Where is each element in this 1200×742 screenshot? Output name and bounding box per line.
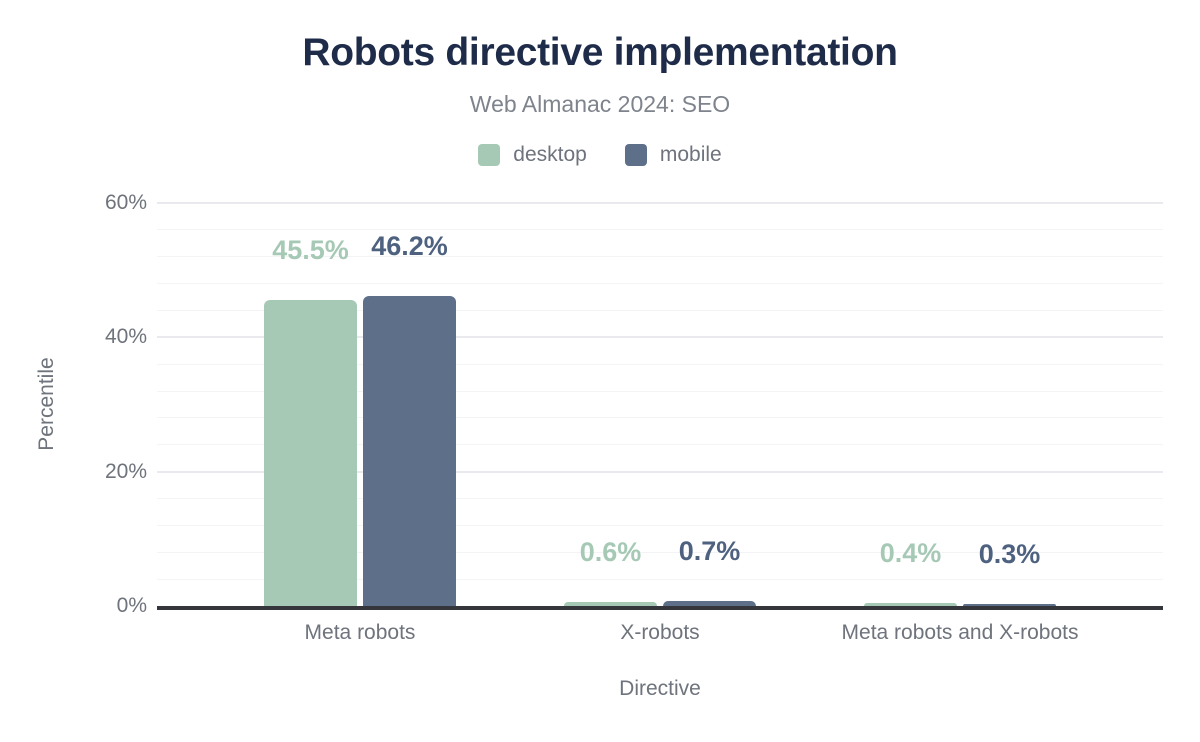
value-label-desktop-meta-robots: 45.5% [272,235,349,266]
bar-mobile-meta-robots-and-x-robots[interactable] [963,603,1056,606]
x-tick-label-meta-robots-and-x-robots: Meta robots and X-robots [841,621,1079,644]
bar-mobile-meta-robots[interactable] [363,295,456,606]
minor-gridline-56 [157,229,1163,231]
minor-gridline-44 [157,309,1163,311]
value-label-mobile-meta-robots: 46.2% [371,230,448,261]
value-label-mobile-x-robots: 0.7% [678,536,741,567]
major-gridline-40 [157,336,1163,339]
bar-desktop-meta-robots-and-x-robots[interactable] [864,603,957,606]
y-axis-title: Percentile [35,357,58,451]
y-tick-label-20: 20% [104,459,147,483]
minor-gridline-12 [157,524,1163,526]
bar-desktop-x-robots[interactable] [564,601,657,606]
y-tick-label-40: 40% [104,325,147,349]
legend-swatch-mobile [624,144,647,166]
legend-item-desktop[interactable]: desktop [478,143,587,167]
value-label-mobile-meta-robots-and-x-robots: 0.3% [978,538,1041,569]
minor-gridline-24 [157,444,1163,446]
minor-gridline-48 [157,283,1163,285]
major-gridline-20 [157,470,1163,473]
value-label-desktop-meta-robots-and-x-robots: 0.4% [879,538,942,569]
legend-label-mobile: mobile [659,143,722,166]
minor-gridline-16 [157,498,1163,500]
value-label-desktop-x-robots: 0.6% [579,536,642,567]
minor-gridline-8 [157,551,1163,553]
x-axis-line [157,606,1163,610]
minor-gridline-28 [157,417,1163,419]
minor-gridline-52 [157,256,1163,258]
chart-title: Robots directive implementation [302,31,898,74]
bar-mobile-x-robots[interactable] [663,601,756,606]
minor-gridline-36 [157,363,1163,365]
legend-label-desktop: desktop [513,143,587,166]
minor-gridline-4 [157,578,1163,580]
x-axis-title: Directive [619,677,701,700]
minor-gridline-32 [157,390,1163,392]
legend: desktop mobile [0,143,1200,167]
x-tick-label-x-robots: X-robots [620,621,700,644]
legend-swatch-desktop [478,144,501,166]
y-tick-label-60: 60% [104,191,147,214]
legend-item-mobile[interactable]: mobile [624,143,722,167]
x-tick-label-meta-robots: Meta robots [304,621,416,644]
chart-subtitle: Web Almanac 2024: SEO [469,91,731,117]
y-tick-label-0: 0% [116,594,147,617]
bar-desktop-meta-robots[interactable] [264,300,357,606]
major-gridline-60 [157,202,1163,204]
